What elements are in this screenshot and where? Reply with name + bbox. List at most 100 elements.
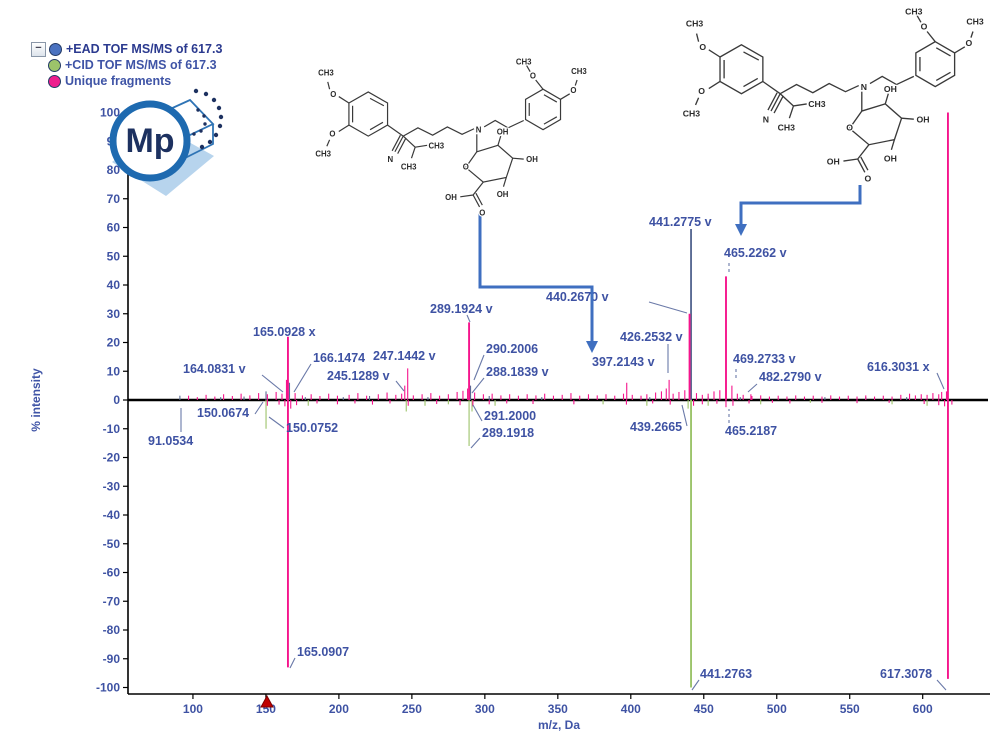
annotation-leader xyxy=(681,404,688,427)
annotation-leader xyxy=(254,401,264,415)
y-tick-label: -80 xyxy=(103,623,121,637)
atom-label: CH3 xyxy=(683,108,701,118)
y-tick-label: 70 xyxy=(107,192,121,206)
peak-label: 245.1289 v xyxy=(327,369,390,383)
peak-label: 288.1839 v xyxy=(486,365,549,379)
arrowhead-icon xyxy=(586,341,598,353)
atom-label: N xyxy=(476,126,482,135)
mp-logo-text: Mp xyxy=(125,122,174,160)
peak-label: 465.2187 xyxy=(725,424,777,438)
annotation-leader xyxy=(261,374,284,393)
legend-row-cid[interactable]: +CID TOF MS/MS of 617.3 xyxy=(48,57,222,73)
structure-arrows xyxy=(478,185,862,353)
peak-label: 441.2763 xyxy=(700,667,752,681)
annotation-leader xyxy=(268,416,285,429)
atom-label: CH3 xyxy=(571,67,587,76)
y-tick-label: 10 xyxy=(107,364,121,378)
y-tick-label: -90 xyxy=(103,652,121,666)
x-tick-label: 400 xyxy=(621,702,641,716)
x-tick-label: 100 xyxy=(183,702,203,716)
cid-series-dot-icon xyxy=(48,58,61,72)
atom-label: N xyxy=(763,115,769,125)
peak-label: 165.0928 x xyxy=(253,325,316,339)
peak-label: 247.1442 v xyxy=(373,349,436,363)
annotation-leader xyxy=(470,437,481,449)
peak-label: 289.1918 xyxy=(482,426,534,440)
legend-label-cid: +CID TOF MS/MS of 617.3 xyxy=(65,58,217,72)
peak-label: 465.2262 v xyxy=(724,246,787,260)
atom-label: O xyxy=(479,208,485,217)
x-axis-title: m/z, Da xyxy=(538,718,580,732)
collapse-icon[interactable]: − xyxy=(31,41,46,57)
atom-label: O xyxy=(530,71,536,80)
legend-label-unique: Unique fragments xyxy=(65,74,172,88)
atom-label: CH3 xyxy=(686,19,704,29)
peak-label: 150.0674 xyxy=(197,406,249,420)
peak-label: 290.2006 xyxy=(486,342,538,356)
atom-label: OH xyxy=(497,190,509,199)
peak-label: 291.2000 xyxy=(484,409,536,423)
annotation-leader xyxy=(395,380,405,392)
atom-label: N xyxy=(861,82,867,92)
y-axis-title: % intensity xyxy=(29,368,43,432)
red-marker-arrow xyxy=(260,694,274,708)
y-tick-label: 40 xyxy=(107,278,121,292)
x-tick-label: 300 xyxy=(475,702,495,716)
legend: − +EAD TOF MS/MS of 617.3 +CID TOF MS/MS… xyxy=(31,41,222,89)
atom-label: N xyxy=(387,155,393,164)
x-tick-label: 450 xyxy=(694,702,714,716)
y-tick-label: 20 xyxy=(107,336,121,350)
y-tick-label: 80 xyxy=(107,163,121,177)
atom-label: CH3 xyxy=(315,150,331,159)
structure-arrow xyxy=(478,212,594,344)
x-tick-label: 600 xyxy=(913,702,933,716)
legend-label-ead: +EAD TOF MS/MS of 617.3 xyxy=(66,42,223,56)
mass-peaks xyxy=(179,112,953,688)
annotation-leader xyxy=(648,301,688,314)
peak-label: 397.2143 v xyxy=(592,355,655,369)
x-tick-label: 250 xyxy=(402,702,422,716)
atom-label: OH xyxy=(827,156,840,166)
y-tick-label: -20 xyxy=(103,451,121,465)
annotation-leader xyxy=(691,679,700,691)
atom-label: OH xyxy=(917,115,930,125)
peak-label: 617.3078 xyxy=(880,667,932,681)
legend-row-unique[interactable]: Unique fragments xyxy=(48,73,222,89)
y-tick-label: 30 xyxy=(107,307,121,321)
peak-label: 91.0534 xyxy=(148,434,193,448)
y-tick-label: 60 xyxy=(107,221,121,235)
arrowhead-icon xyxy=(735,224,747,236)
atom-label: OH xyxy=(445,193,457,202)
annotation-leader xyxy=(936,372,945,390)
atom-label: CH3 xyxy=(401,162,417,171)
y-tick-label: 0 xyxy=(113,393,120,407)
atom-label: CH3 xyxy=(808,99,826,109)
peak-label: 289.1924 v xyxy=(430,302,493,316)
atom-label: O xyxy=(966,38,973,48)
atom-label: O xyxy=(463,162,469,171)
y-tick-label: -30 xyxy=(103,479,121,493)
atom-label: CH3 xyxy=(966,17,984,27)
y-tick-label: -50 xyxy=(103,537,121,551)
peak-label: 439.2665 xyxy=(630,420,682,434)
y-tick-label: -40 xyxy=(103,508,121,522)
dotted-arc-icon xyxy=(192,88,224,150)
legend-row-ead[interactable]: − +EAD TOF MS/MS of 617.3 xyxy=(31,41,222,57)
y-tick-label: -60 xyxy=(103,566,121,580)
atom-label: O xyxy=(698,86,705,96)
annotation-leader xyxy=(471,377,485,394)
atom-label: O xyxy=(570,86,576,95)
peak-label: 166.1474 xyxy=(313,351,365,365)
atom-label: CH3 xyxy=(778,123,796,133)
atom-label: O xyxy=(330,90,336,99)
y-tick-label: 100 xyxy=(100,106,120,120)
annotation-leader xyxy=(293,363,312,393)
structure-left-verapamil-glucuronide: CH3 O O CH3 N CH3 CH3 N CH3 O CH3 O O OH OH OH OH O xyxy=(314,56,588,218)
mp-logo: Mp xyxy=(109,88,224,196)
x-tick-label: 500 xyxy=(767,702,787,716)
x-tick-label: 550 xyxy=(840,702,860,716)
annotation-leader xyxy=(289,657,296,669)
atom-label: O xyxy=(846,123,853,133)
annotation-leader xyxy=(466,314,471,323)
